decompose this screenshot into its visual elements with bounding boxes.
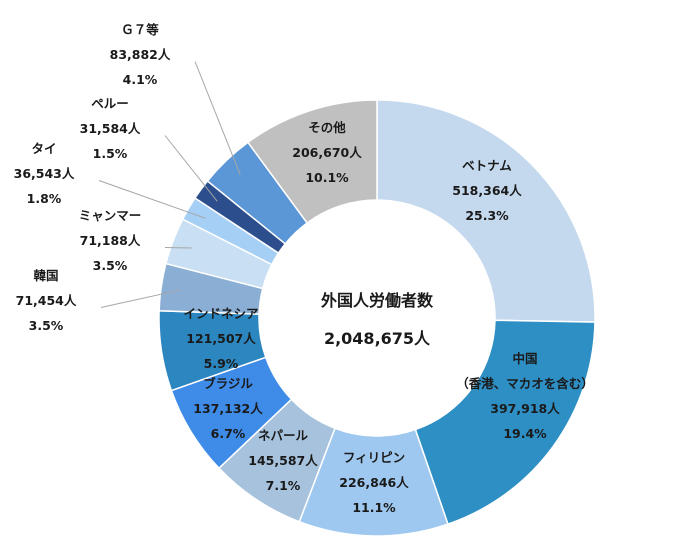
slice-5-percent-label: 5.9% (204, 356, 239, 371)
slice-5-value-label: 121,507人 (186, 331, 256, 346)
slice-0-name: ベトナム (462, 158, 512, 173)
slice-11-percent-label: 10.1% (305, 170, 349, 185)
slice-labels: ベトナム 518,364人 25.3% 中国 （香港、マカオを含む） 397,918人 19… (14, 22, 594, 515)
slice-3-value-label: 145,587人 (248, 453, 318, 468)
slice-11-value-label: 206,670人 (292, 145, 362, 160)
donut-slices (158, 99, 596, 537)
slice-7-name: ミャンマー (79, 208, 142, 223)
slice-1-percent-label: 19.4% (503, 426, 547, 441)
slice-0-percent-label: 25.3% (465, 208, 509, 223)
slice-9-value-label: 31,584人 (80, 121, 141, 136)
slice-2-name: フィリピン (343, 450, 405, 465)
slice-11 (246, 99, 378, 224)
slice-11-name: その他 (308, 120, 346, 135)
slice-1-name: 中国 (512, 351, 537, 366)
leader-lines (98, 61, 241, 308)
slice-6-name: 韓国 (33, 268, 58, 283)
slice-1 (414, 319, 596, 526)
slice-10-name: Ｇ７等 (121, 22, 159, 37)
slice-4-value-label: 137,132人 (193, 401, 263, 416)
slice-10-percent-label: 4.1% (123, 72, 158, 87)
slice-7-percent-label: 3.5% (93, 258, 128, 273)
slice-0 (376, 99, 596, 323)
slice-3-percent-label: 7.1% (266, 478, 301, 493)
slice-9-name: ペルー (91, 96, 129, 111)
slice-8-value-label: 36,543人 (14, 166, 75, 181)
leader-6 (100, 289, 182, 308)
slice-7-value-label: 71,188人 (80, 233, 141, 248)
slice-10-value-label: 83,882人 (110, 47, 171, 62)
leader-10 (194, 61, 241, 176)
leader-9 (164, 135, 218, 202)
slice-8-percent-label: 1.8% (27, 191, 62, 206)
slice-4-name: ブラジル (203, 376, 253, 391)
slice-2-value-label: 226,846人 (339, 475, 409, 490)
leader-8 (98, 180, 207, 219)
slice-4-percent-label: 6.7% (211, 426, 246, 441)
slice-1-value-label: 397,918人 (490, 401, 560, 416)
slice-5-name: インドネシア (183, 306, 258, 321)
slice-6-percent-label: 3.5% (29, 318, 64, 333)
slice-1-name2: （香港、マカオを含む） (456, 376, 594, 391)
slice-0-value-label: 518,364人 (452, 183, 522, 198)
slice-6-value-label: 71,454人 (16, 293, 77, 308)
slice-3-name: ネパール (258, 428, 309, 443)
center-value: 2,048,675人 (324, 329, 431, 348)
center-title: 外国人労働者数 (320, 291, 434, 310)
slice-9-percent-label: 1.5% (93, 146, 128, 161)
slice-8-name: タイ (31, 141, 56, 156)
slice-2-percent-label: 11.1% (352, 500, 396, 515)
